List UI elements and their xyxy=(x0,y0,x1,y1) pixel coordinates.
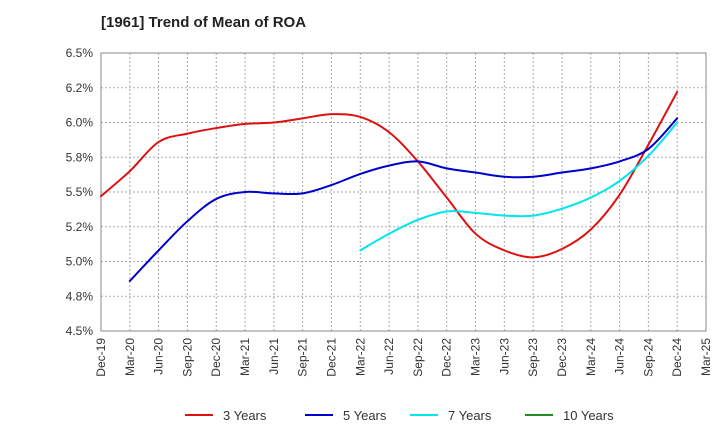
x-tick-label: Sep-22 xyxy=(411,338,425,377)
x-tick-label: Dec-21 xyxy=(324,338,338,377)
x-tick-label: Mar-24 xyxy=(584,338,598,376)
y-tick-label: 6.2% xyxy=(66,81,94,95)
x-tick-label: Sep-20 xyxy=(180,338,194,377)
series-line-3-years xyxy=(100,90,679,259)
x-tick-label: Dec-22 xyxy=(440,338,454,377)
y-tick-label: 6.5% xyxy=(66,46,94,60)
x-tick-label: Jun-23 xyxy=(497,338,511,375)
y-tick-label: 4.5% xyxy=(66,324,94,338)
x-tick-label: Mar-23 xyxy=(469,338,483,376)
series-line-5-years xyxy=(128,117,679,282)
y-tick-label: 5.8% xyxy=(66,150,94,164)
grid-layer xyxy=(100,52,707,332)
legend-label-7-years: 7 Years xyxy=(448,408,492,423)
plot-frame xyxy=(100,52,707,332)
y-tick-label: 6.0% xyxy=(66,116,94,130)
y-tick-label: 4.8% xyxy=(66,289,94,303)
legend-label-10-years: 10 Years xyxy=(563,408,614,423)
legend-label-5-years: 5 Years xyxy=(343,408,387,423)
x-tick-label: Jun-22 xyxy=(382,338,396,375)
x-tick-label: Dec-19 xyxy=(94,338,108,377)
y-tick-label: 5.0% xyxy=(66,255,94,269)
x-tick-label: Jun-21 xyxy=(267,338,281,375)
x-tick-label: Mar-22 xyxy=(353,338,367,376)
series-line-7-years xyxy=(359,121,679,252)
x-tick-label: Mar-21 xyxy=(238,338,252,376)
x-tick-label: Mar-20 xyxy=(123,338,137,376)
x-tick-label: Sep-23 xyxy=(526,338,540,377)
x-tick-label: Dec-23 xyxy=(555,338,569,377)
x-tick-label: Mar-25 xyxy=(699,338,713,376)
x-tick-label: Dec-24 xyxy=(670,338,684,377)
legend: 3 Years 5 Years 7 Years 10 Years xyxy=(185,408,614,423)
y-tick-label: 5.5% xyxy=(66,185,94,199)
legend-label-3-years: 3 Years xyxy=(223,408,267,423)
chart-title: [1961] Trend of Mean of ROA xyxy=(101,14,307,31)
x-tick-label: Dec-20 xyxy=(209,338,223,377)
x-tick-label: Sep-21 xyxy=(296,338,310,377)
y-tick-label: 5.2% xyxy=(66,220,94,234)
x-tick-label: Jun-24 xyxy=(613,338,627,375)
x-tick-label: Jun-20 xyxy=(152,338,166,375)
y-tick-labels: 4.5% 4.8% 5.0% 5.2% 5.5% 5.8% 6.0% 6.2% 6.5% xyxy=(66,46,94,338)
x-tick-label: Sep-24 xyxy=(641,338,655,377)
series-layer xyxy=(100,90,679,282)
x-tick-labels: Dec-19 Mar-20 Jun-20 Sep-20 Dec-20 Mar-21 Jun-… xyxy=(94,338,713,377)
